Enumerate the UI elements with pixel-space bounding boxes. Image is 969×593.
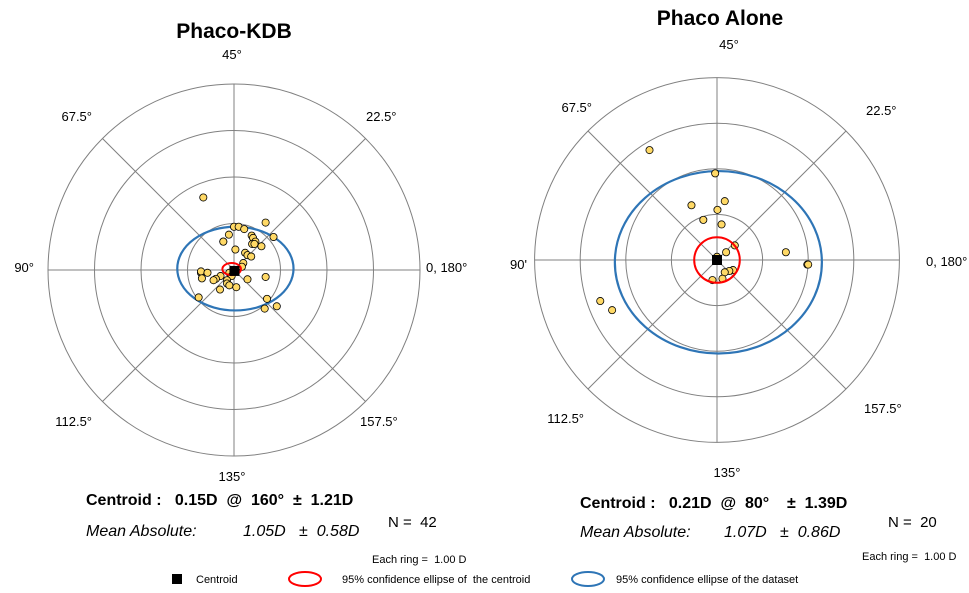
- data-point: [225, 281, 234, 290]
- data-point: [687, 201, 696, 210]
- data-point: [260, 304, 269, 313]
- angle-label-lower-left: 112.5°: [547, 411, 584, 426]
- data-point: [645, 146, 654, 155]
- ring-scale-note: Each ring = 1.00 D: [862, 551, 957, 563]
- data-point: [197, 274, 206, 283]
- mean-absolute-value: 1.07D ± 0.86D: [724, 524, 841, 541]
- data-point: [209, 276, 218, 285]
- data-point: [261, 272, 270, 281]
- angle-label-upper-right: 22.5°: [366, 109, 397, 124]
- legend: Centroid 95% confidence ellipse of the c…: [172, 571, 798, 587]
- legend-centroid-ellipse-swatch: [288, 571, 322, 587]
- data-point: [219, 237, 228, 246]
- chart-title: Phaco Alone: [657, 7, 783, 30]
- legend-dataset-ellipse-swatch: [571, 571, 605, 587]
- data-point: [199, 193, 208, 202]
- data-point: [269, 232, 278, 241]
- angle-label-top: 45°: [719, 37, 739, 52]
- angle-label-right: 0, 180°: [426, 260, 467, 275]
- legend-centroid-label: Centroid: [196, 574, 238, 586]
- data-point: [216, 285, 225, 294]
- legend-centroid-swatch: [172, 574, 182, 584]
- mean-absolute-value: 1.05D ± 0.58D: [243, 523, 360, 540]
- data-point: [804, 260, 813, 269]
- centroid-stat: Centroid : 0.15D @ 160° ± 1.21D: [86, 492, 353, 509]
- data-point: [781, 248, 790, 257]
- data-point: [243, 275, 252, 284]
- sample-size: N = 42: [388, 514, 437, 531]
- mean-absolute-label: Mean Absolute:: [86, 523, 197, 540]
- data-point: [196, 267, 205, 276]
- polar-plot-phaco-kdb: Phaco-KDB 45° 22.5° 0, 180° 157.5° 135° …: [14, 20, 467, 566]
- angle-label-bottom: 135°: [219, 469, 246, 484]
- data-point: [711, 169, 720, 178]
- polar-plot-phaco-alone: Phaco Alone 45° 22.5° 0, 180° 157.5° 135…: [510, 7, 967, 563]
- chart-title: Phaco-KDB: [176, 20, 292, 43]
- data-point: [720, 197, 729, 206]
- data-point: [203, 268, 212, 277]
- data-point: [722, 248, 731, 257]
- data-point: [263, 294, 272, 303]
- angle-label-bottom: 135°: [714, 465, 741, 480]
- angle-label-lower-right: 157.5°: [864, 401, 902, 416]
- data-point: [247, 252, 256, 261]
- angle-label-upper-left: 67.5°: [561, 100, 592, 115]
- data-point: [717, 220, 726, 229]
- data-point: [608, 306, 617, 315]
- data-point: [240, 225, 249, 234]
- angle-label-left: 90': [510, 257, 527, 272]
- legend-dataset-ellipse-label: 95% confidence ellipse of the dataset: [616, 574, 798, 586]
- data-point: [250, 239, 259, 248]
- data-point: [224, 230, 233, 239]
- ring-scale-note: Each ring = 1.00 D: [372, 554, 467, 566]
- data-point: [699, 215, 708, 224]
- centroid-marker: [712, 255, 722, 265]
- angle-label-left: 90°: [14, 260, 34, 275]
- data-point: [596, 297, 605, 306]
- angle-label-upper-right: 22.5°: [866, 103, 897, 118]
- centroid-marker: [229, 265, 240, 276]
- data-point: [261, 218, 270, 227]
- legend-centroid-ellipse-label: 95% confidence ellipse of the centroid: [342, 574, 530, 586]
- data-point: [713, 205, 722, 214]
- data-point: [232, 283, 241, 292]
- centroid-confidence-ellipse: [693, 236, 741, 284]
- angle-label-lower-left: 112.5°: [55, 414, 92, 429]
- data-marks: [176, 193, 295, 313]
- angle-label-right: 0, 180°: [926, 254, 967, 269]
- data-marks: [596, 146, 823, 355]
- sample-size: N = 20: [888, 514, 937, 531]
- centroid-stat: Centroid : 0.21D @ 80° ± 1.39D: [580, 495, 847, 512]
- data-point: [231, 245, 240, 254]
- angle-label-lower-right: 157.5°: [360, 414, 398, 429]
- mean-absolute-label: Mean Absolute:: [580, 524, 691, 541]
- data-point: [272, 302, 281, 311]
- angle-label-upper-left: 67.5°: [61, 109, 92, 124]
- angle-label-top: 45°: [222, 47, 242, 62]
- data-point: [194, 293, 203, 302]
- data-point: [257, 242, 266, 251]
